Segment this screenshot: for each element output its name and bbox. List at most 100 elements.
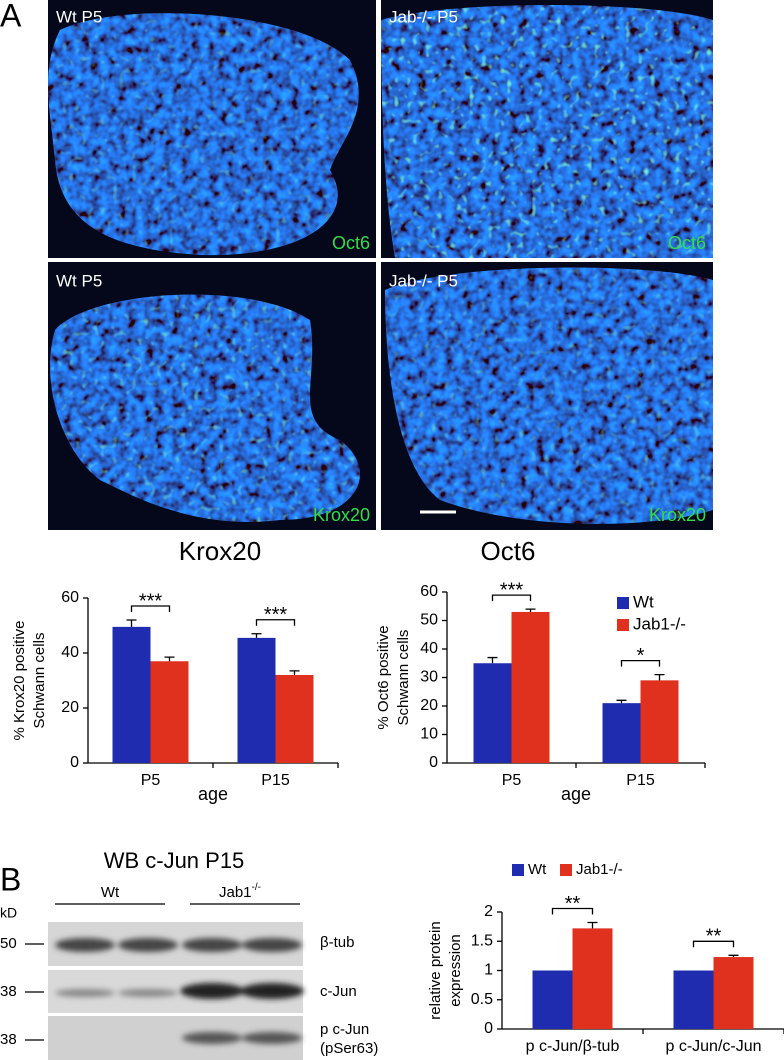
y-tick-label: 30 <box>420 669 438 686</box>
row-label: c-Jun <box>320 983 357 1000</box>
group-label: Wt <box>101 884 120 901</box>
image-label: Wt P5 <box>56 7 102 26</box>
x-tick-label: P5 <box>502 772 522 789</box>
y-axis-label: Schwann cells <box>395 630 412 726</box>
legend-swatch <box>617 619 629 631</box>
bar <box>112 626 151 763</box>
significance-label: *** <box>139 590 163 612</box>
y-tick-label: 0 <box>70 754 79 771</box>
significance-label: *** <box>264 604 288 626</box>
bar <box>713 957 754 1029</box>
significance-bracket <box>130 605 171 612</box>
legend-swatch <box>617 597 629 609</box>
y-tick-label: 20 <box>420 697 438 714</box>
bar <box>511 611 550 763</box>
error-bar <box>654 674 665 681</box>
row-label: p c-Jun <box>320 1021 369 1038</box>
kd-label: 38 <box>0 983 17 1000</box>
group-sup: -/- <box>252 882 261 893</box>
y-tick-label: 60 <box>61 589 79 606</box>
error-bar <box>251 633 262 638</box>
image-label: Jab-/- P5 <box>389 271 458 290</box>
error-bar <box>616 699 627 704</box>
significance-bracket <box>692 940 735 948</box>
stain-label: Krox20 <box>649 505 706 525</box>
unit-label: kD <box>0 905 17 921</box>
y-axis-label: % Oct6 positive <box>375 625 392 729</box>
panel-label: A <box>0 0 22 33</box>
bar <box>237 637 276 763</box>
x-tick-label: P15 <box>626 772 655 789</box>
row-label: β-tub <box>320 934 354 951</box>
stain-label: Krox20 <box>313 505 370 525</box>
y-tick-label: 2 <box>484 903 493 920</box>
significance-label: *** <box>500 579 524 601</box>
bar <box>673 970 714 1029</box>
kd-label: 50 <box>0 935 17 952</box>
image-label: Jab-/- P5 <box>389 7 458 26</box>
legend-label: Wt <box>633 592 654 611</box>
stain-label: Oct6 <box>668 233 706 253</box>
bar <box>473 663 512 763</box>
y-tick-label: 50 <box>420 612 438 629</box>
group-name: Jab1 <box>219 884 252 901</box>
x-tick-label: p c-Jun/β-tub <box>526 1038 620 1055</box>
y-tick-label: 0.5 <box>471 991 493 1008</box>
y-axis-label: % Krox20 positive <box>11 620 28 740</box>
significance-bracket <box>255 619 296 626</box>
bar <box>275 675 314 763</box>
chart-title: Krox20 <box>179 536 261 566</box>
blot <box>48 922 304 1060</box>
bar <box>572 928 613 1029</box>
y-tick-label: 60 <box>420 583 438 600</box>
y-axis-label: expression <box>447 934 464 1007</box>
y-tick-label: 40 <box>61 644 79 661</box>
bar <box>150 661 189 763</box>
chart-title: Oct6 <box>481 536 536 566</box>
legend-label: Jab1-/- <box>633 614 686 633</box>
kd-label: 38 <box>0 1031 17 1048</box>
legend-label: Wt <box>528 861 547 878</box>
blot-title: WB c-Jun P15 <box>104 848 245 873</box>
y-tick-label: 1 <box>484 962 493 979</box>
error-bar <box>487 656 498 664</box>
x-tick-label: P5 <box>141 772 161 789</box>
panel-label: B <box>0 861 21 897</box>
y-tick-label: 0 <box>429 754 438 771</box>
micrographs <box>48 0 713 530</box>
error-bar <box>164 656 175 662</box>
x-tick-label: p c-Jun/c-Jun <box>665 1038 761 1055</box>
error-bar <box>289 670 300 675</box>
error-bar <box>728 954 739 958</box>
legend-label: Jab1-/- <box>576 861 623 878</box>
x-axis-label: age <box>561 784 591 804</box>
significance-bracket <box>620 660 661 667</box>
significance-label: * <box>637 645 645 667</box>
significance-bracket <box>551 907 594 915</box>
y-axis-label: relative protein <box>427 921 444 1019</box>
group-label: Jab1-/- <box>219 882 261 901</box>
error-bar <box>525 608 536 612</box>
y-tick-label: 0 <box>484 1020 493 1037</box>
y-tick-label: 1.5 <box>471 932 493 949</box>
stain-label: Oct6 <box>332 233 370 253</box>
row-label: (pSer63) <box>320 1040 378 1057</box>
significance-bracket <box>491 594 532 602</box>
bar <box>602 703 641 763</box>
y-tick-label: 40 <box>420 640 438 657</box>
bar <box>640 680 679 763</box>
y-axis-label: Schwann cells <box>31 633 48 729</box>
error-bar <box>587 921 598 929</box>
legend-swatch <box>560 864 572 876</box>
y-tick-label: 20 <box>61 699 79 716</box>
x-tick-label: P15 <box>261 772 290 789</box>
significance-label: ** <box>565 893 581 915</box>
error-bar <box>126 619 137 627</box>
bar <box>532 970 573 1029</box>
legend-swatch <box>512 864 524 876</box>
significance-label: ** <box>706 926 722 948</box>
x-axis-label: age <box>198 784 228 804</box>
image-label: Wt P5 <box>56 271 102 290</box>
y-tick-label: 10 <box>420 726 438 743</box>
